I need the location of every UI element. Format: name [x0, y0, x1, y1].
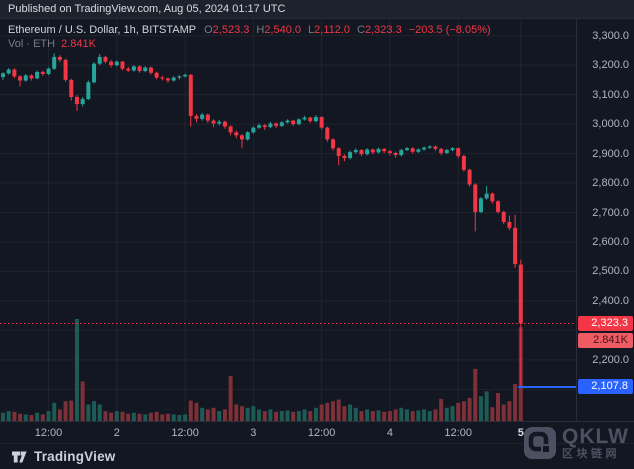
high-label: H: [256, 24, 265, 36]
candle-bodies-layer: [1, 56, 523, 324]
legend-ohlc-row: Ethereum / U.S. Dollar, 1h, BITSTAMP O2,5…: [8, 23, 491, 37]
open-value: 2,523.3: [212, 24, 250, 36]
grid-layer: [0, 19, 576, 421]
price-axis-label: 2,700.0: [592, 206, 629, 219]
published-bar: Published on TradingView.com, Aug 05, 20…: [0, 0, 634, 19]
footer: TradingView: [0, 443, 634, 469]
price-axis[interactable]: 3,300.0 3,200.0 3,100.0 3,000.0 2,900.0 2,800…: [576, 19, 634, 421]
price-axis-label: 3,200.0: [592, 59, 629, 72]
low-value: 2,112.0: [314, 24, 351, 36]
symbol-title[interactable]: Ethereum / U.S. Dollar, 1h, BITSTAMP: [8, 24, 197, 36]
time-axis-label: 12:00: [34, 427, 63, 439]
time-axis-label: 12:00: [444, 427, 472, 439]
price-axis-label: 3,100.0: [592, 88, 629, 101]
qklw-logo-icon: [524, 427, 556, 459]
qklw-text: QKLW 区块链网: [562, 426, 629, 460]
price-axis-label: 2,400.0: [592, 294, 629, 307]
price-chart-canvas[interactable]: [0, 19, 576, 421]
price-axis-label: 3,000.0: [592, 118, 629, 131]
qklw-subtitle: 区块链网: [562, 448, 620, 460]
time-axis[interactable]: 12:00 2 12:00 3 12:00 4 12:00 5: [0, 421, 634, 443]
legend-volume-row: Vol · ETH 2.841K: [8, 37, 491, 51]
close-label: C: [357, 24, 365, 36]
high-value: 2,540.0: [264, 24, 302, 36]
tradingview-brand-label: TradingView: [34, 449, 116, 464]
time-axis-label: 5: [517, 427, 524, 439]
close-value: 2,323.3: [364, 24, 402, 36]
low-label: L: [308, 24, 315, 36]
qklw-watermark: QKLW 区块链网: [524, 426, 629, 460]
level-price-badge: 2,107.8: [578, 379, 633, 394]
time-axis-label: 12:00: [171, 427, 199, 439]
volume-layer: [1, 319, 523, 421]
volume-badge: 2.841K: [578, 333, 633, 348]
time-axis-label: 3: [250, 427, 257, 439]
price-axis-label: 2,800.0: [592, 177, 629, 190]
volume-label: Vol · ETH: [8, 38, 56, 50]
time-axis-label: 2: [113, 427, 120, 439]
change-value: −203.5 (−8.05%): [408, 24, 491, 36]
chart-legend: Ethereum / U.S. Dollar, 1h, BITSTAMP O2,5…: [8, 23, 491, 51]
price-axis-label: 2,200.0: [592, 353, 629, 366]
tradingview-brand-link[interactable]: TradingView: [12, 449, 115, 464]
last-price-badge: 2,323.3: [578, 316, 633, 331]
volume-value: 2.841K: [61, 38, 96, 50]
tradingview-logo-icon: [12, 451, 27, 462]
price-axis-label: 2,900.0: [592, 147, 629, 160]
time-axis-label: 12:00: [307, 427, 336, 439]
open-label: O: [204, 24, 213, 36]
published-text: Published on TradingView.com, Aug 05, 20…: [8, 3, 286, 15]
price-axis-label: 2,600.0: [592, 235, 629, 248]
time-axis-label: 4: [386, 427, 393, 439]
price-axis-label: 2,500.0: [592, 265, 629, 278]
price-axis-label: 3,300.0: [592, 29, 629, 42]
qklw-title: QKLW: [562, 425, 629, 448]
